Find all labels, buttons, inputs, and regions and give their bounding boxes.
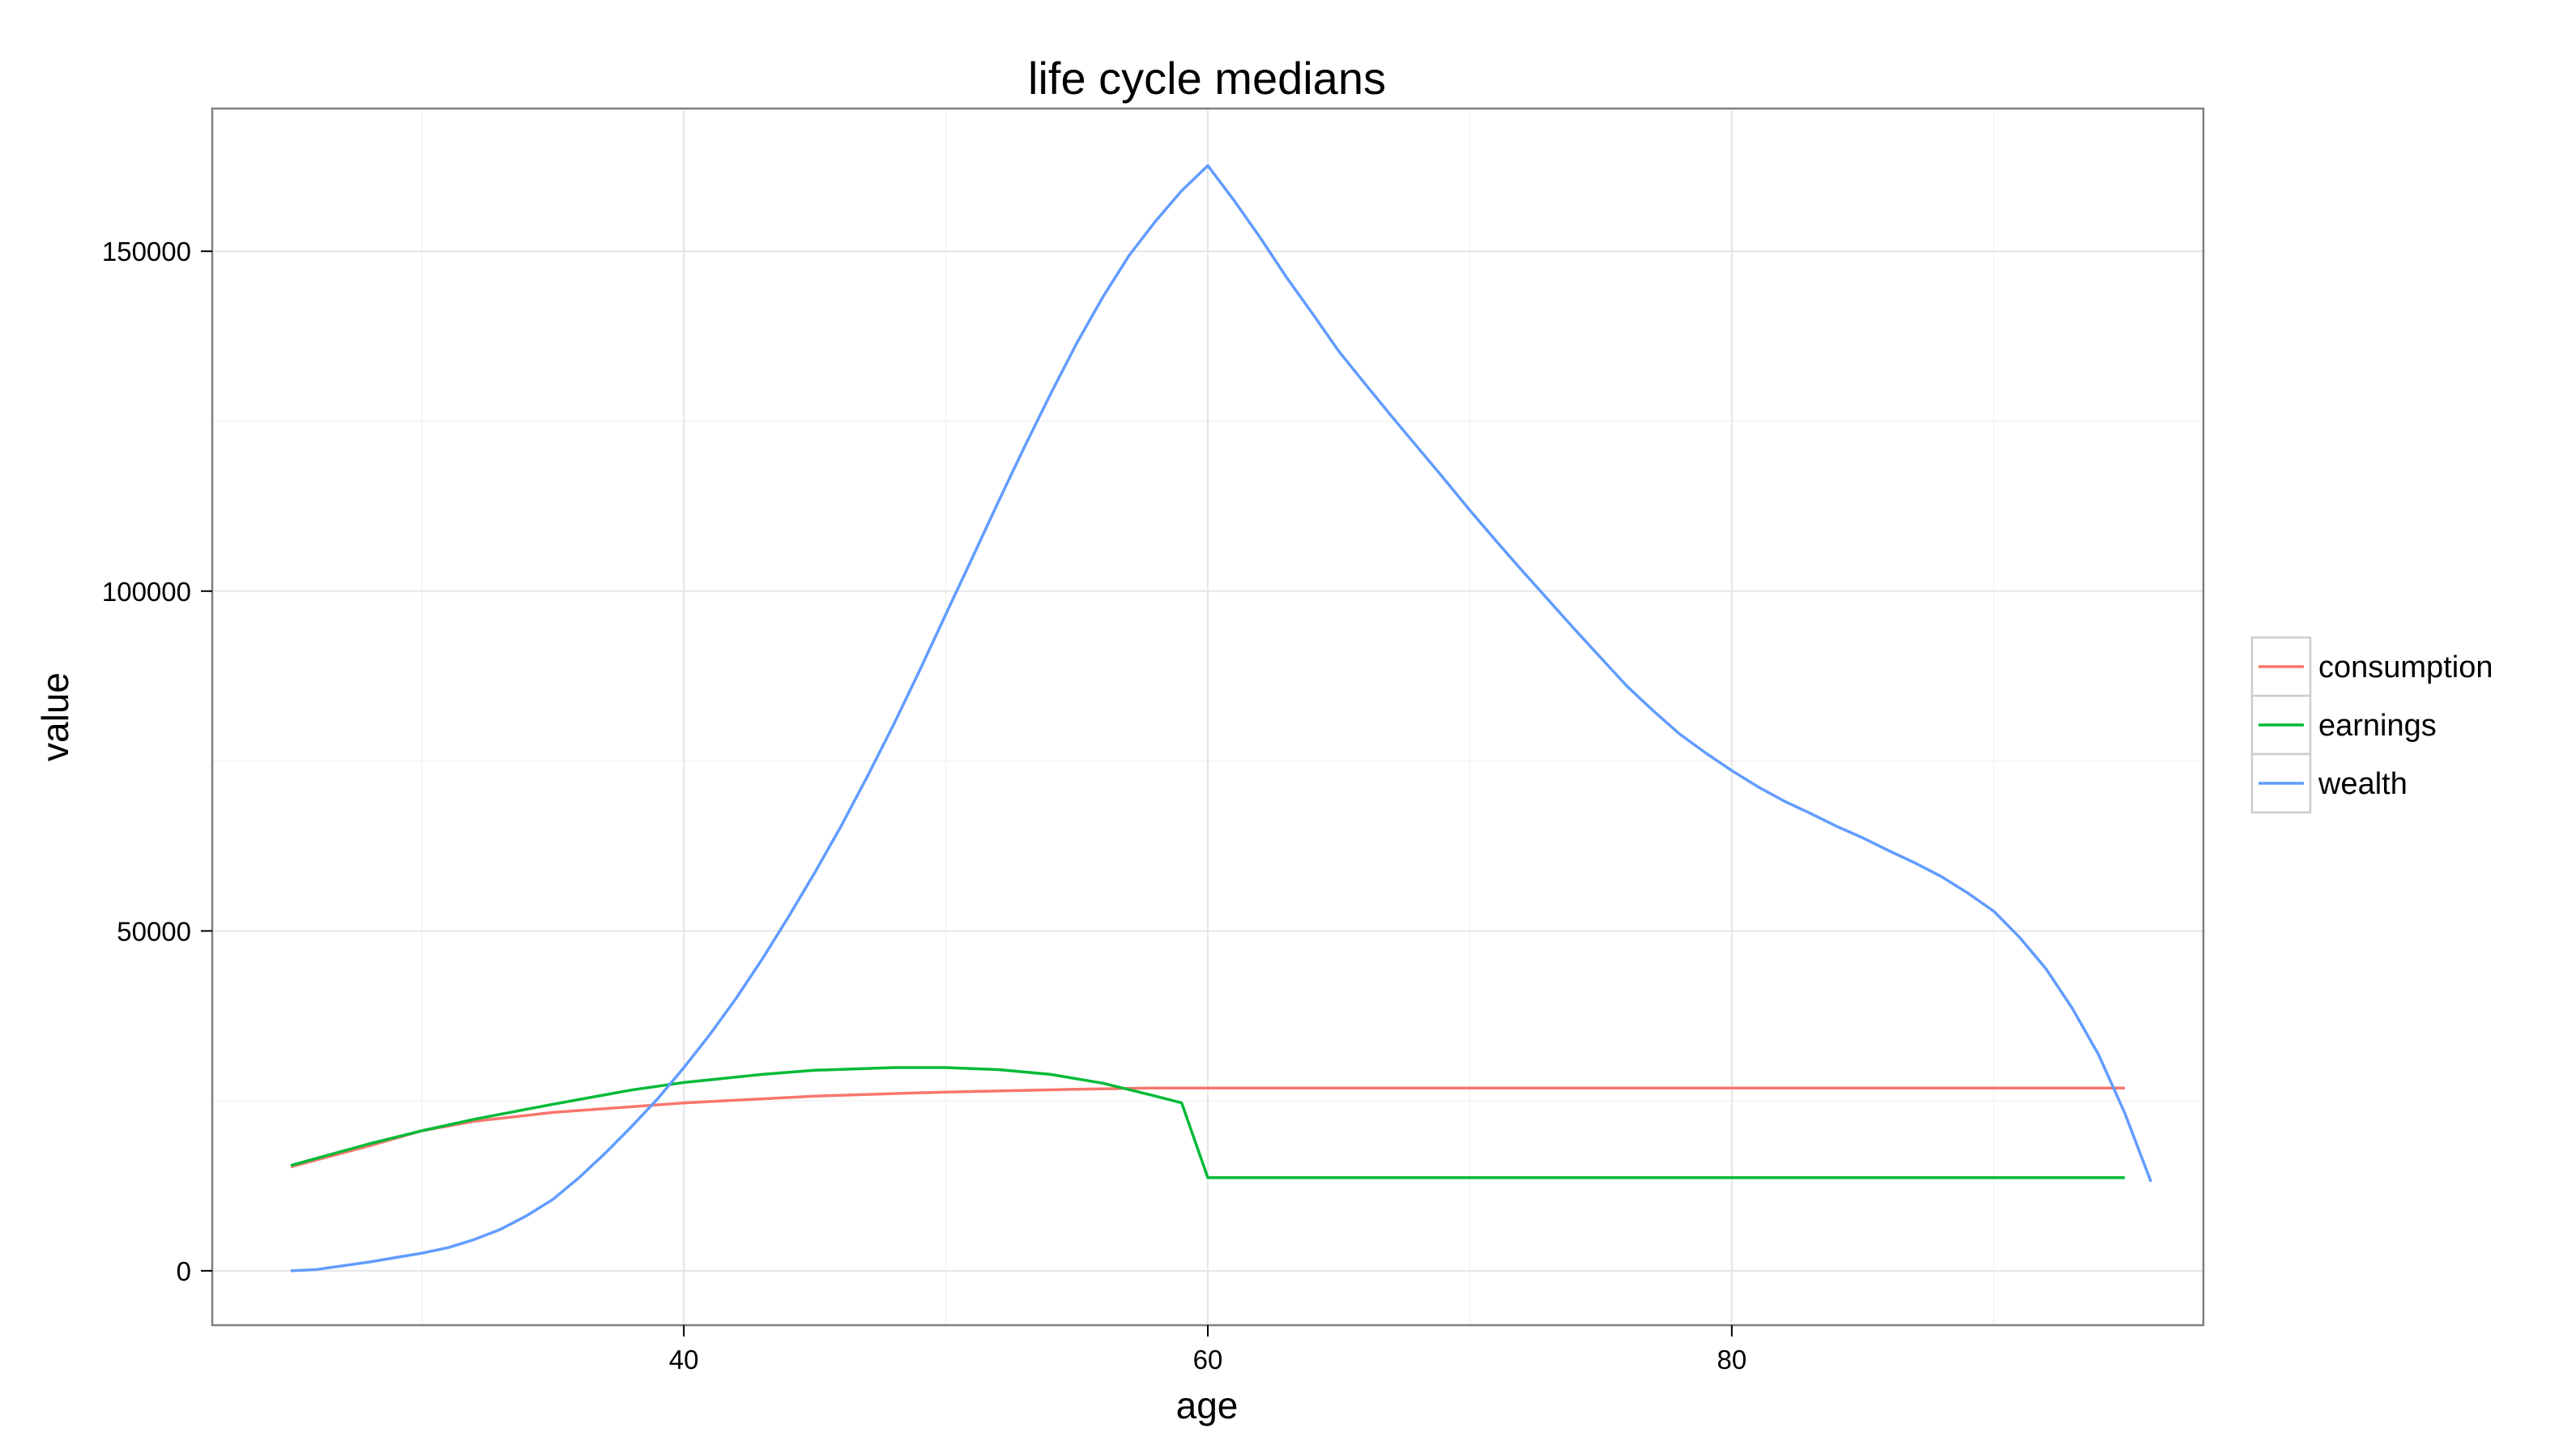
y-tick-label: 150000 xyxy=(102,237,191,266)
x-tick-label: 40 xyxy=(669,1345,699,1375)
y-tick-label: 0 xyxy=(177,1256,191,1286)
series-line-earnings xyxy=(290,1066,2125,1179)
legend: consumption earnings wealth xyxy=(2250,636,2493,814)
chart-title: life cycle medians xyxy=(1028,53,1386,104)
series-lines xyxy=(290,164,2152,1273)
y-axis-title: value xyxy=(34,672,76,761)
x-tick-label: 80 xyxy=(1717,1345,1746,1375)
legend-label-consumption: consumption xyxy=(2318,650,2493,684)
x-axis-ticks: 40 60 80 xyxy=(669,1325,1746,1375)
major-gridlines xyxy=(212,109,2203,1325)
x-tick-label: 60 xyxy=(1193,1345,1223,1375)
legend-label-wealth: wealth xyxy=(2318,767,2408,801)
y-axis-ticks: 0 50000 100000 150000 xyxy=(102,237,212,1286)
x-axis-title: age xyxy=(1176,1384,1239,1426)
legend-label-earnings: earnings xyxy=(2318,709,2437,743)
y-tick-label: 50000 xyxy=(117,916,191,946)
y-tick-label: 100000 xyxy=(102,577,191,607)
series-line-wealth xyxy=(290,164,2152,1273)
